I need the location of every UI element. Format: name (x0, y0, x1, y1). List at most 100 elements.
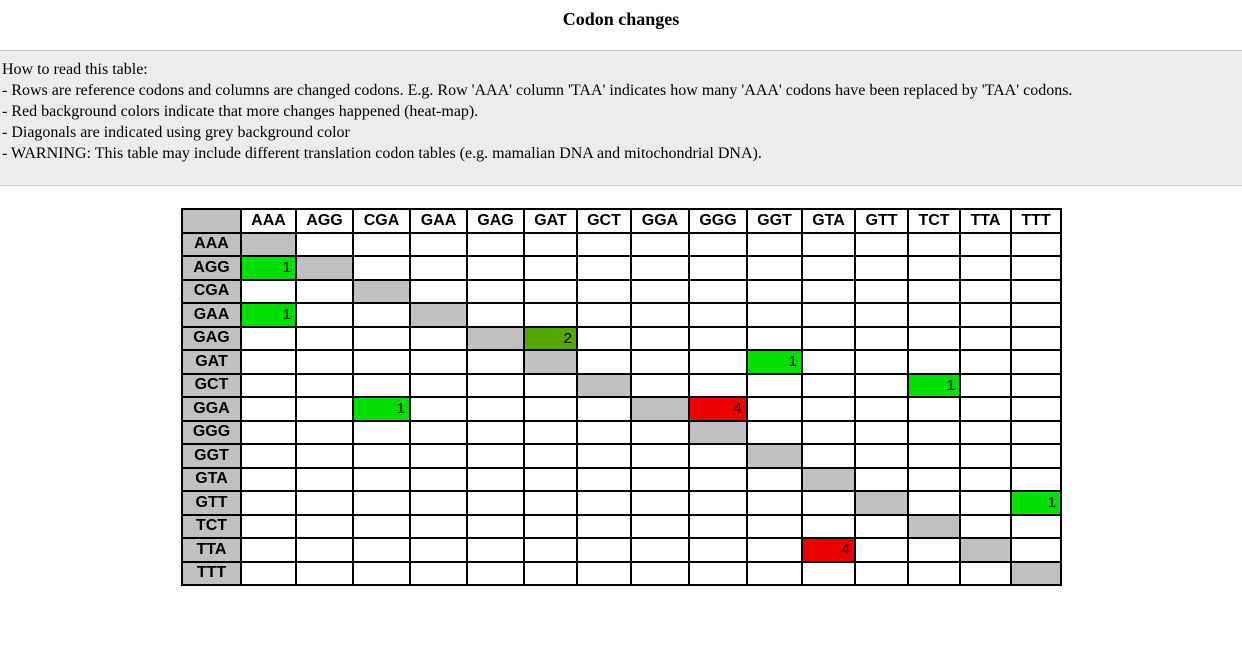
table-cell (688, 443, 748, 469)
table-cell (801, 396, 856, 422)
table-cell (466, 231, 525, 257)
table-row: AGG 1 (181, 255, 1062, 281)
table-cell (576, 255, 632, 281)
row-header-ggg: GGG (181, 419, 242, 445)
table-cell (630, 278, 690, 304)
table-cell (746, 255, 803, 281)
table-cell (854, 278, 909, 304)
table-cell (854, 302, 909, 328)
table-cell (1010, 513, 1062, 539)
table-cell (576, 443, 632, 469)
table-cell (907, 419, 961, 445)
row-header-aaa: AAA (181, 231, 242, 257)
table-cell (959, 537, 1012, 563)
table-cell (352, 278, 411, 304)
table-cell (240, 560, 297, 586)
table-cell (409, 396, 468, 422)
column-header-gag: GAG (466, 208, 525, 234)
table-row: GAA 1 (181, 302, 1062, 328)
table-cell (959, 255, 1012, 281)
table-cell (523, 560, 578, 586)
table-cell (801, 278, 856, 304)
table-cell (576, 349, 632, 375)
table-cell (409, 537, 468, 563)
table-cell (746, 537, 803, 563)
row-header-gga: GGA (181, 396, 242, 422)
table-cell (746, 466, 803, 492)
row-header-cga: CGA (181, 278, 242, 304)
info-line: - Red background colors indicate that mo… (2, 103, 479, 120)
row-header-gat: GAT (181, 349, 242, 375)
info-box: How to read this table: - Rows are refer… (0, 50, 1242, 186)
table-cell (352, 443, 411, 469)
table-cell (466, 466, 525, 492)
table-cell (907, 560, 961, 586)
table-cell (240, 396, 297, 422)
table-cell (466, 396, 525, 422)
table-cell (688, 231, 748, 257)
row-header-gct: GCT (181, 372, 242, 398)
table-cell (959, 419, 1012, 445)
table-cell (295, 255, 354, 281)
table-cell (907, 231, 961, 257)
table-cell (576, 278, 632, 304)
table-cell (295, 560, 354, 586)
table-cell (240, 372, 297, 398)
table-cell (466, 349, 525, 375)
table-cell (409, 302, 468, 328)
info-line: - WARNING: This table may include differ… (2, 145, 762, 162)
column-header-tct: TCT (907, 208, 961, 234)
table-cell (295, 419, 354, 445)
table-cell (630, 231, 690, 257)
table-cell (907, 302, 961, 328)
table-cell (576, 325, 632, 351)
table-cell (907, 466, 961, 492)
table-cell: 1 (1010, 490, 1062, 516)
table-cell (240, 443, 297, 469)
table-cell (295, 537, 354, 563)
table-cell (240, 278, 297, 304)
table-cell (959, 302, 1012, 328)
table-cell (576, 466, 632, 492)
table-cell (523, 396, 578, 422)
table-cell (854, 466, 909, 492)
table-cell (688, 419, 748, 445)
table-cell (523, 349, 578, 375)
table-cell (630, 302, 690, 328)
table-cell (746, 419, 803, 445)
table-cell (907, 537, 961, 563)
table-cell (801, 513, 856, 539)
info-line: How to read this table: (2, 61, 148, 78)
table-cell (746, 443, 803, 469)
table-cell (466, 537, 525, 563)
table-cell (854, 325, 909, 351)
table-cell (576, 513, 632, 539)
table-cell (801, 255, 856, 281)
table-cell: 1 (746, 349, 803, 375)
table-cell (409, 349, 468, 375)
table-cell (240, 349, 297, 375)
table-row: GGG (181, 419, 1062, 445)
column-header-gaa: GAA (409, 208, 468, 234)
table-cell (746, 231, 803, 257)
table-cell (688, 490, 748, 516)
table-cell (854, 443, 909, 469)
column-header-gta: GTA (801, 208, 856, 234)
table-cell (409, 490, 468, 516)
table-cell (746, 372, 803, 398)
table-cell (854, 419, 909, 445)
page-title: Codon changes (562, 9, 680, 29)
table-cell (1010, 302, 1062, 328)
table-cell (801, 325, 856, 351)
row-header-gaa: GAA (181, 302, 242, 328)
table-cell (688, 302, 748, 328)
table-cell (854, 490, 909, 516)
table-cell (576, 231, 632, 257)
table-cell (959, 325, 1012, 351)
table-cell (523, 443, 578, 469)
table-cell (523, 466, 578, 492)
table-cell (959, 513, 1012, 539)
table-row: TCT (181, 513, 1062, 539)
table-cell (907, 396, 961, 422)
table-cell (854, 537, 909, 563)
